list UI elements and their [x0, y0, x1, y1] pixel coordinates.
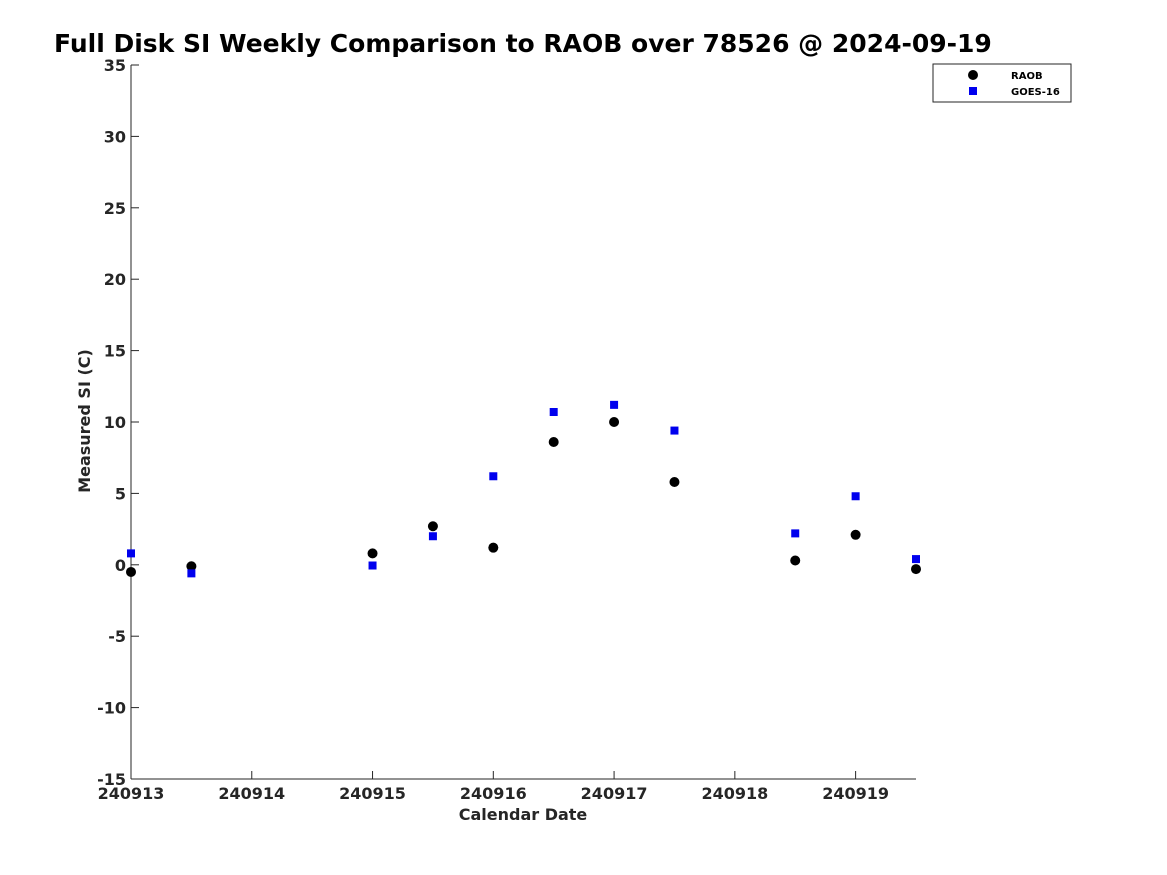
legend: RAOB GOES-16 [932, 63, 1072, 103]
y-tick-label: 0 [115, 556, 126, 575]
raob-point [850, 529, 861, 540]
goes-16-point [187, 569, 196, 578]
raob-point [609, 417, 620, 427]
x-tick-label: 240918 [701, 784, 768, 803]
x-tick-label: 240917 [581, 784, 648, 803]
y-tick-label: -15 [97, 770, 126, 789]
axes: -15 -10 -5 0 5 10 15 20 25 30 35 240913 240914 240915… [97, 56, 916, 803]
goes-16-point [428, 532, 437, 541]
raob-point [669, 476, 680, 487]
y-tick-label: -5 [108, 627, 126, 646]
goes-16-point [549, 408, 558, 417]
raob-point [488, 542, 499, 553]
y-tick-label: 20 [104, 270, 126, 289]
x-tick-label: 240913 [98, 784, 165, 803]
goes-16-point [368, 561, 377, 570]
raob-point [186, 561, 197, 572]
y-tick-label: 35 [104, 56, 126, 75]
goes-16-legend-marker [969, 87, 977, 95]
raob-point [427, 521, 438, 532]
y-tick-label: 5 [115, 484, 126, 503]
chart-title: Full Disk SI Weekly Comparison to RAOB o… [54, 29, 992, 58]
y-tick-label: -10 [97, 699, 126, 718]
goes-16-point [670, 426, 679, 435]
x-tick-label: 240915 [339, 784, 406, 803]
y-tick-label: 25 [104, 199, 126, 218]
x-tick-label: 240914 [218, 784, 285, 803]
raob-point [367, 548, 378, 559]
y-tick-label: 30 [104, 127, 126, 146]
y-tick-label: 10 [104, 413, 126, 432]
x-tick-label: 240919 [822, 784, 889, 803]
y-axis-label: Measured SI (C) [75, 349, 94, 493]
goes-16-point [489, 472, 498, 481]
raob-point [548, 436, 559, 447]
x-tick-label: 240916 [460, 784, 527, 803]
y-tick-label: 15 [104, 342, 126, 361]
legend-box [932, 63, 1072, 103]
goes-16-point [851, 492, 860, 501]
goes-16-point [610, 400, 619, 409]
raob-point [126, 566, 136, 577]
goes-16-point [127, 549, 135, 558]
goes-16-point [791, 529, 800, 538]
legend-label: RAOB [1011, 71, 1043, 82]
x-axis-label: Calendar Date [459, 805, 588, 824]
goes-16-point [912, 555, 920, 564]
raob-point [911, 564, 921, 575]
data-marks [126, 400, 921, 578]
legend-label: GOES-16 [1011, 87, 1060, 98]
raob-legend-marker [968, 70, 978, 80]
raob-point [790, 555, 801, 566]
